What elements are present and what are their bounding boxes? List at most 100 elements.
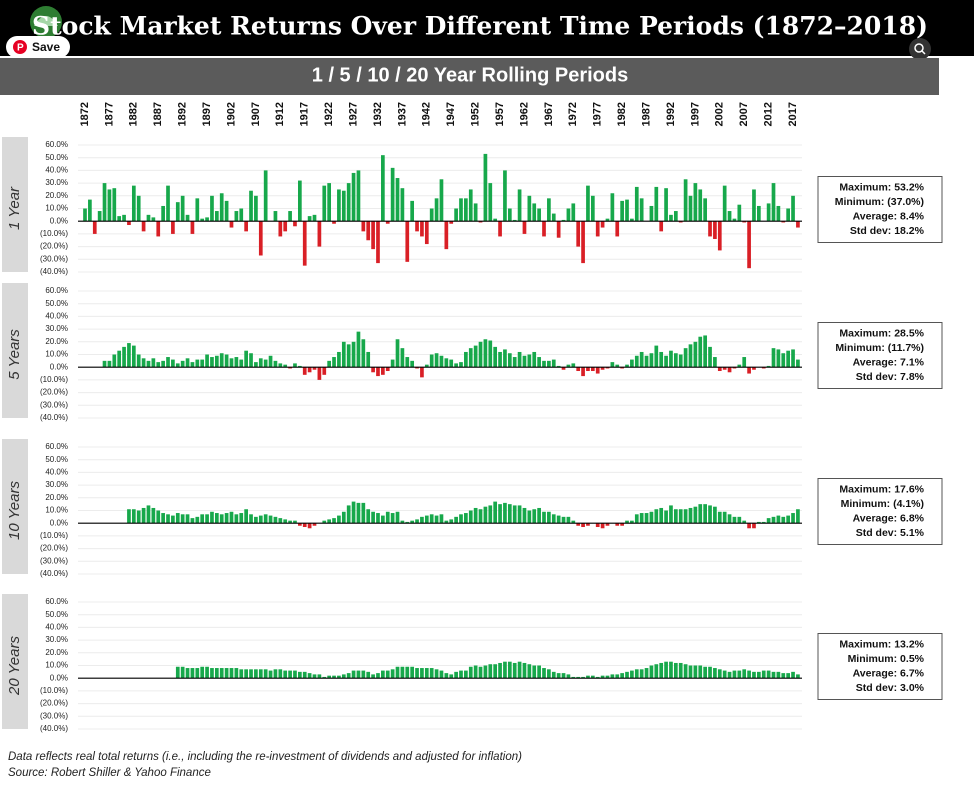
y-tick-label: 40.0% <box>45 468 68 477</box>
y-tick-label: (10.0%) <box>40 229 68 238</box>
bar <box>239 208 244 222</box>
bar <box>556 673 561 679</box>
search-icon[interactable] <box>909 38 931 60</box>
bar <box>151 507 156 524</box>
bar <box>283 364 288 368</box>
bar <box>522 355 527 368</box>
y-tick-label: 60.0% <box>45 140 68 149</box>
save-label[interactable]: Save <box>32 40 60 54</box>
bar <box>586 523 590 526</box>
bar <box>219 353 224 368</box>
bar <box>234 514 239 524</box>
y-tick-label: 50.0% <box>45 455 68 464</box>
y-tick-label: (40.0%) <box>40 569 68 578</box>
bar <box>141 358 146 368</box>
bar <box>415 221 419 232</box>
bar <box>273 516 278 524</box>
bar <box>405 666 410 679</box>
x-tick-label: 1982 <box>616 102 628 126</box>
bar <box>341 674 346 679</box>
bar <box>493 346 498 368</box>
y-tick-label: 10.0% <box>45 204 68 213</box>
save-button[interactable]: P Save <box>6 36 70 58</box>
bar <box>766 365 771 368</box>
y-tick-label: 20.0% <box>45 648 68 657</box>
bar <box>468 666 473 679</box>
bar <box>405 357 410 368</box>
bar <box>590 195 595 222</box>
bar <box>224 513 229 524</box>
bar <box>454 208 458 222</box>
bar <box>551 671 556 679</box>
bar <box>586 367 590 372</box>
bar <box>214 211 219 222</box>
bar <box>478 221 483 223</box>
bar <box>302 367 307 375</box>
bar <box>454 516 458 524</box>
bar <box>634 355 639 368</box>
bar <box>464 513 468 524</box>
y-tick-label: (30.0%) <box>40 556 68 565</box>
x-tick-label: 1922 <box>323 102 335 126</box>
bar <box>263 359 268 368</box>
bar <box>151 217 156 222</box>
bar <box>737 516 742 524</box>
bar <box>498 662 502 679</box>
bar <box>669 661 673 679</box>
bar <box>239 669 244 679</box>
bar <box>302 671 307 679</box>
bar <box>410 360 415 368</box>
y-tick-label: 40.0% <box>45 623 68 632</box>
bar <box>669 214 673 222</box>
bar <box>625 199 629 222</box>
bar <box>171 359 175 368</box>
bar <box>400 520 405 524</box>
bar <box>459 514 463 524</box>
x-tick-label: 1962 <box>518 102 530 126</box>
bar <box>185 358 190 368</box>
bar <box>551 514 556 524</box>
bar <box>298 523 302 526</box>
bar <box>586 185 590 222</box>
bar <box>600 221 605 228</box>
bar <box>566 516 571 524</box>
bar <box>620 523 624 526</box>
bar <box>117 216 122 222</box>
bar <box>224 200 229 222</box>
bar <box>683 179 688 222</box>
bar <box>620 673 624 679</box>
bar <box>698 189 703 222</box>
bar <box>796 674 800 679</box>
y-tick-label: (20.0%) <box>40 699 68 708</box>
y-tick-label: 50.0% <box>45 610 68 619</box>
bar <box>317 367 322 380</box>
bar <box>654 345 659 368</box>
bar <box>390 669 395 679</box>
y-tick-label: 50.0% <box>45 153 68 162</box>
bar <box>630 218 634 222</box>
bar <box>771 671 776 679</box>
bar <box>581 367 585 377</box>
bar <box>361 670 366 679</box>
bar <box>630 520 634 524</box>
stat-label: Std dev: 3.0% <box>856 682 925 694</box>
panel-label: 10 Years <box>6 481 23 540</box>
bar <box>424 221 429 245</box>
bar <box>571 676 576 679</box>
bar <box>493 218 498 222</box>
bar <box>219 514 224 524</box>
bar <box>698 665 703 679</box>
bar <box>312 214 317 222</box>
stat-label: Average: 6.7% <box>853 667 925 679</box>
bar <box>796 221 800 228</box>
bar <box>727 367 732 373</box>
bar <box>776 671 781 679</box>
stat-label: Maximum: 13.2% <box>839 638 924 650</box>
bar <box>771 348 776 368</box>
bar <box>283 221 288 232</box>
bar <box>200 218 205 222</box>
source: Source: Robert Shiller & Yahoo Finance <box>8 767 211 779</box>
bar <box>214 513 219 524</box>
bar <box>322 185 327 222</box>
bar <box>752 671 756 679</box>
